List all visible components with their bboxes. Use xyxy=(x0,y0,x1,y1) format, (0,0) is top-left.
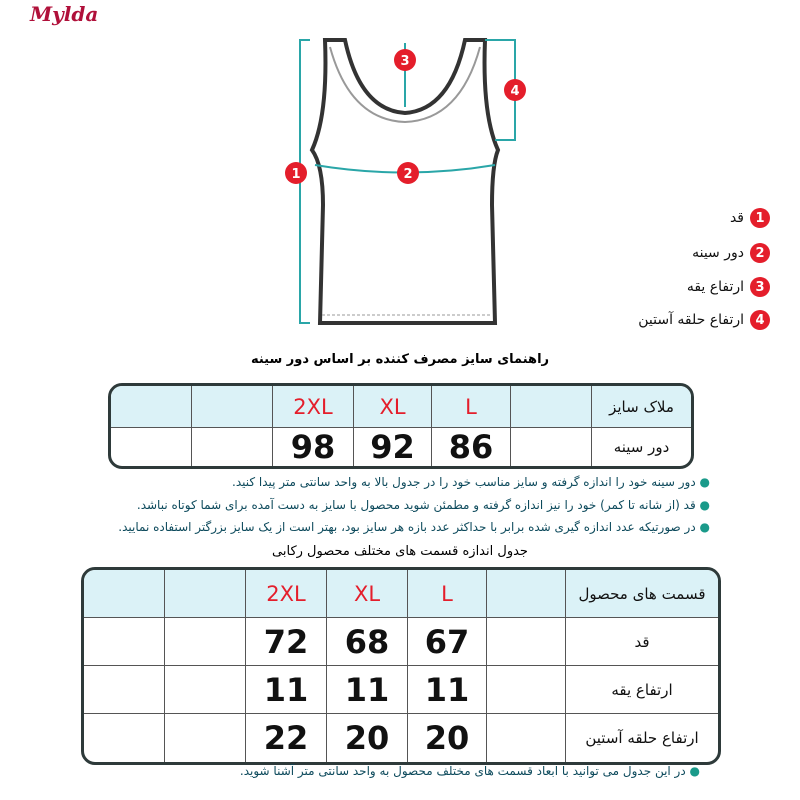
note: دور سینه خود را اندازه گرفته و سایز مناس… xyxy=(232,475,710,489)
cell-value: 92 xyxy=(354,428,432,466)
row-label: ارتفاع حلقه آستین xyxy=(585,729,699,747)
table-row: 98 92 86 دور سینه xyxy=(111,428,691,466)
header-label: قسمت های محصول xyxy=(566,570,718,618)
legend-item-4: 4 ارتفاع حلقه آستین xyxy=(638,310,770,330)
note: در این جدول می توانید با ابعاد قسمت های … xyxy=(240,764,700,778)
cell-value: 98 xyxy=(273,428,354,466)
cell-value: 11 xyxy=(246,666,327,714)
cell-value: 20 xyxy=(408,714,487,762)
legend-label: قد xyxy=(729,210,744,226)
marker-2-icon xyxy=(397,162,419,184)
marker-2-icon: 2 xyxy=(750,243,770,263)
legend-item-2: 2 دور سینه xyxy=(692,243,770,263)
marker-3-icon xyxy=(394,49,416,71)
size-2xl: 2XL xyxy=(273,386,354,428)
size-l: L xyxy=(408,570,487,618)
marker-1-icon: 1 xyxy=(750,208,770,228)
marker-4-icon xyxy=(504,79,526,101)
marker-1-icon xyxy=(285,162,307,184)
row-label: ارتفاع یقه xyxy=(566,666,718,714)
legend-label: دور سینه xyxy=(692,245,744,261)
marker-4-icon: 4 xyxy=(750,310,770,330)
table-row: 11 11 11 ارتفاع یقه xyxy=(84,666,718,714)
marker-3-icon: 3 xyxy=(750,277,770,297)
table1-title: راهنمای سایز مصرف کننده بر اساس دور سینه xyxy=(250,352,550,367)
legend-label: ارتفاع حلقه آستین xyxy=(638,312,744,328)
cell-value: 11 xyxy=(408,666,487,714)
cell-value: 67 xyxy=(408,618,487,666)
note: در صورتیکه عدد اندازه گیری شده برابر با … xyxy=(118,520,710,534)
legend-label: ارتفاع یقه xyxy=(686,279,744,295)
svg-text:3: 3 xyxy=(400,54,409,69)
cell-value: 11 xyxy=(327,666,408,714)
table2-title: جدول اندازه قسمت های مختلف محصول رکابی xyxy=(272,544,528,559)
header-label: ملاک سایز xyxy=(592,386,691,428)
size-xl: XL xyxy=(354,386,432,428)
consumer-size-table: 2XL XL L ملاک سایز 98 92 86 دور سینه xyxy=(108,383,694,469)
cell-value: 68 xyxy=(327,618,408,666)
brand-logo: Mylda xyxy=(30,2,99,26)
product-dimension-table: 2XL XL L قسمت های محصول 72 68 67 قد 11 1… xyxy=(81,567,721,765)
row-label: دور سینه xyxy=(613,438,670,456)
row-label: قد xyxy=(566,618,718,666)
size-xl: XL xyxy=(327,570,408,618)
table-row: 22 20 20 ارتفاع حلقه آستین xyxy=(84,714,718,762)
svg-text:4: 4 xyxy=(510,84,519,99)
legend-item-3: 3 ارتفاع یقه xyxy=(687,277,770,297)
size-2xl: 2XL xyxy=(246,570,327,618)
cell-value: 20 xyxy=(327,714,408,762)
svg-text:2: 2 xyxy=(403,167,412,182)
cell-value: 86 xyxy=(432,428,511,466)
table-row: 72 68 67 قد xyxy=(84,618,718,666)
cell-value: 72 xyxy=(246,618,327,666)
cell-value: 22 xyxy=(246,714,327,762)
note: قد (از شانه تا کمر) خود را نیز اندازه گر… xyxy=(137,498,710,512)
size-l: L xyxy=(432,386,511,428)
legend-item-1: 1 قد xyxy=(730,208,770,228)
tank-top-diagram: 1 2 3 4 xyxy=(285,38,526,325)
svg-text:1: 1 xyxy=(291,167,300,182)
